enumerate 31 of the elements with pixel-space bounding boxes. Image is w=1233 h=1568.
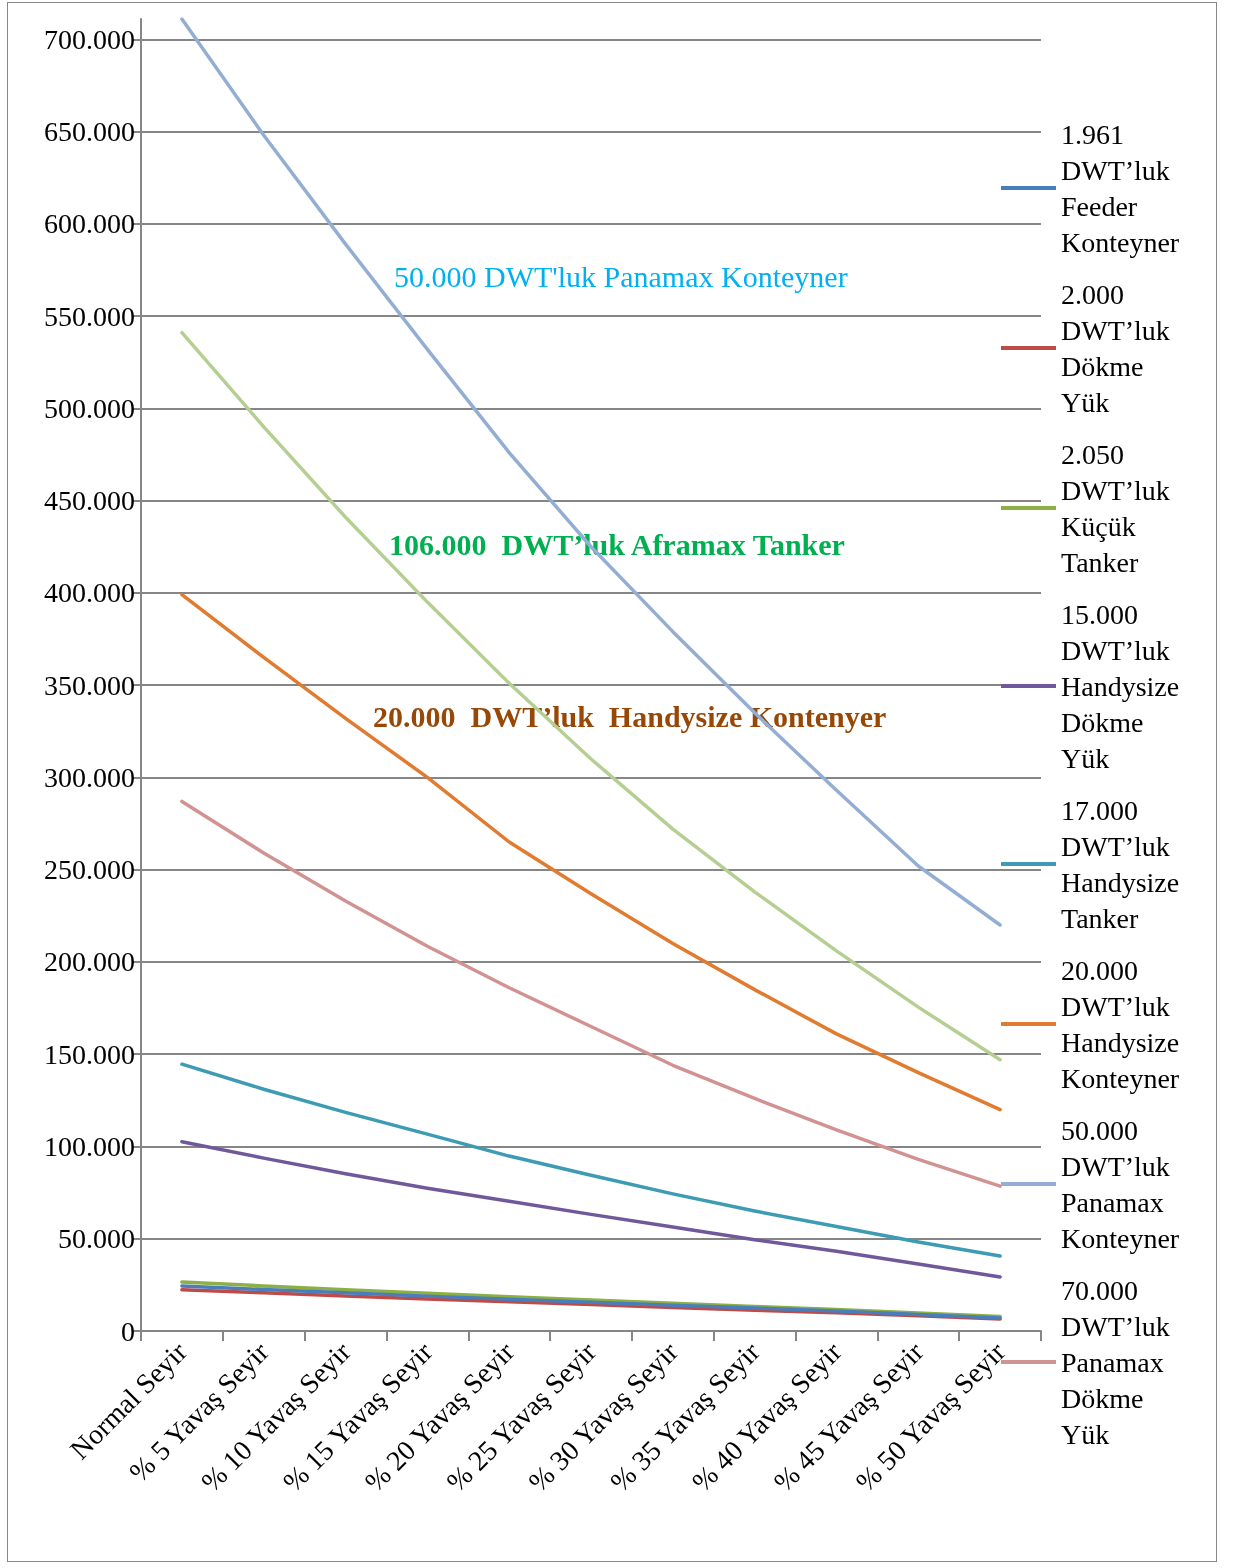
line-series <box>180 799 1002 1188</box>
legend-label: 50.000 DWT’luk Panamax Konteyner <box>1061 1114 1180 1254</box>
y-tick-label: 550.000 <box>44 300 135 332</box>
y-tick-label: 400.000 <box>44 577 135 609</box>
y-tick-label: 450.000 <box>44 485 135 517</box>
y-tick-label: 0 <box>121 1315 135 1347</box>
y-tick-label: 50.000 <box>58 1223 135 1255</box>
annotation: 50.000 DWT'luk Panamax Konteyner <box>394 259 848 293</box>
y-tick-label: 500.000 <box>44 392 135 424</box>
line-series <box>180 1062 1002 1258</box>
y-tick-label: 150.000 <box>44 1038 135 1070</box>
y-tick-label: 200.000 <box>44 946 135 978</box>
annotation: 106.000 DWT’luk Aframax Tanker <box>389 527 845 561</box>
line-series <box>180 330 1002 1062</box>
y-tick-label: 100.000 <box>44 1130 135 1162</box>
legend-label: 20.000 DWT’luk Handysize Konteyner <box>1061 954 1187 1094</box>
y-tick-label: 300.000 <box>44 761 135 793</box>
y-tick-label: 600.000 <box>44 208 135 240</box>
y-tick-label: 250.000 <box>44 854 135 886</box>
legend-label: 2.000 DWT’luk Dökme Yük <box>1061 278 1177 418</box>
y-tick-label: 700.000 <box>44 23 135 55</box>
line-series <box>180 17 1002 927</box>
legend-label: 17.000 DWT’luk Handysize Tanker <box>1061 794 1187 934</box>
legend-label: 2.050 DWT’luk Küçük Tanker <box>1061 438 1177 578</box>
legend-label: 15.000 DWT’luk Handysize Dökme Yük <box>1061 598 1187 774</box>
legend-label: 1.961 DWT’luk Feeder Konteyner <box>1061 118 1180 258</box>
legend-label: 70.000 DWT’luk Panamax Dökme Yük <box>1061 1274 1177 1450</box>
line-series <box>180 1139 1002 1279</box>
y-tick-label: 650.000 <box>44 116 135 148</box>
y-tick-label: 350.000 <box>44 669 135 701</box>
line-series <box>180 592 1002 1112</box>
